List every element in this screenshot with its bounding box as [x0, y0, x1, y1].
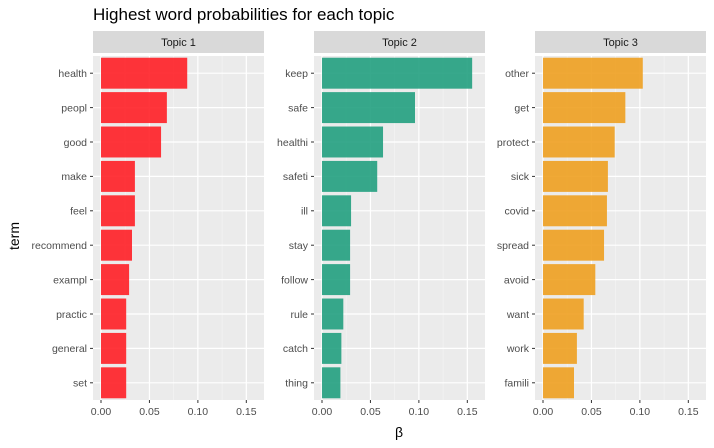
bar	[101, 126, 162, 158]
y-tick-label: get	[514, 102, 529, 114]
facet-panel: Topic 3 other get protect sick covid spread avo…	[497, 31, 706, 418]
facet-strip-label: Topic 2	[382, 37, 417, 49]
facet-strip-label: Topic 1	[161, 37, 196, 49]
y-tick-label: follow	[281, 274, 308, 286]
y-tick-label: safe	[288, 102, 308, 114]
y-tick-label: exampl	[53, 274, 87, 286]
y-tick-label: peopl	[61, 102, 87, 114]
bar	[322, 57, 473, 89]
bar	[322, 195, 352, 227]
y-tick-label: other	[505, 68, 529, 80]
y-tick-label: catch	[283, 343, 308, 355]
y-tick-label: stay	[289, 240, 309, 252]
bar	[543, 298, 584, 330]
x-tick-label: 0.05	[139, 406, 160, 418]
bar	[322, 126, 384, 158]
x-tick-label: 0.15	[678, 406, 699, 418]
bar	[543, 367, 574, 399]
chart-title: Highest word probabilities for each topi…	[93, 5, 395, 24]
y-tick-label: good	[64, 137, 88, 149]
bar	[101, 195, 135, 227]
bar	[101, 92, 167, 124]
x-tick-label: 0.00	[91, 406, 112, 418]
y-tick-label: practic	[56, 309, 87, 321]
bar	[543, 332, 577, 364]
bar	[322, 298, 344, 330]
bar	[322, 160, 378, 192]
y-tick-label: sick	[511, 171, 530, 183]
bar	[543, 160, 608, 192]
y-tick-label: rule	[290, 309, 308, 321]
y-tick-label: covid	[504, 206, 529, 218]
bar	[322, 367, 341, 399]
facet-panel: Topic 1 health peopl good make feel recommend e…	[32, 31, 264, 418]
y-tick-label: health	[58, 68, 87, 80]
y-tick-label: ill	[301, 206, 308, 218]
bar	[101, 298, 127, 330]
bar	[101, 57, 188, 89]
bar	[101, 332, 127, 364]
y-tick-label: general	[52, 343, 87, 355]
y-tick-label: protect	[497, 137, 529, 149]
bar	[322, 332, 342, 364]
x-axis-title: β	[395, 424, 403, 440]
bar	[543, 126, 615, 158]
x-tick-label: 0.10	[409, 406, 430, 418]
x-tick-label: 0.15	[457, 406, 478, 418]
facet-panel: Topic 2 keep safe healthi safeti ill stay follo…	[277, 31, 485, 418]
y-tick-label: safeti	[283, 171, 308, 183]
bar	[322, 264, 351, 296]
bar	[101, 367, 127, 399]
y-tick-label: work	[506, 343, 530, 355]
x-tick-label: 0.05	[581, 406, 602, 418]
y-tick-label: thing	[285, 378, 308, 390]
bar	[543, 229, 605, 261]
y-tick-label: healthi	[277, 137, 308, 149]
x-tick-label: 0.10	[630, 406, 651, 418]
bar	[543, 195, 607, 227]
x-tick-label: 0.05	[360, 406, 381, 418]
bar	[543, 264, 596, 296]
facet-strip	[93, 31, 264, 53]
bar	[101, 160, 135, 192]
y-tick-label: avoid	[504, 274, 529, 286]
facet-strip	[535, 31, 706, 53]
bar	[543, 57, 643, 89]
y-axis-title: term	[6, 222, 22, 250]
bar	[543, 92, 626, 124]
y-tick-label: set	[73, 378, 87, 390]
y-tick-label: spread	[497, 240, 529, 252]
facet-strip	[314, 31, 485, 53]
x-tick-label: 0.15	[236, 406, 257, 418]
y-tick-label: make	[61, 171, 87, 183]
x-tick-label: 0.00	[312, 406, 333, 418]
y-tick-label: want	[506, 309, 529, 321]
bar	[101, 229, 132, 261]
x-tick-label: 0.00	[533, 406, 554, 418]
x-tick-label: 0.10	[188, 406, 209, 418]
facet-panels: Topic 1 health peopl good make feel recommend e…	[32, 31, 706, 418]
y-tick-label: feel	[70, 206, 87, 218]
bar	[101, 264, 130, 296]
y-tick-label: famili	[504, 378, 529, 390]
bar	[322, 229, 351, 261]
facet-strip-label: Topic 3	[603, 37, 638, 49]
y-tick-label: keep	[285, 68, 308, 80]
bar	[322, 92, 415, 124]
y-tick-label: recommend	[32, 240, 88, 252]
